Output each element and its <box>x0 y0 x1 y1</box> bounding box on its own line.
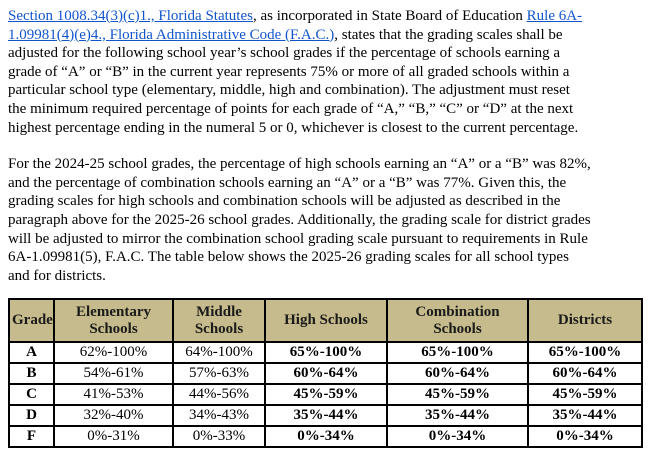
text-line: will be adjusted to mirror the combinati… <box>8 230 588 247</box>
col-header-elementary: Elementary Schools <box>53 298 174 344</box>
col-header-districts: Districts <box>527 298 643 344</box>
text-line: For the 2024-25 school grades, the perce… <box>8 156 591 173</box>
col-header-middle: Middle Schools <box>172 298 266 344</box>
text-line: particular school type (elementary, midd… <box>8 82 570 99</box>
body-paragraph: For the 2024-25 school grades, the perce… <box>8 155 655 285</box>
col-header-combination: Combination Schools <box>386 298 529 344</box>
rule-link-part1[interactable]: Rule 6A- <box>526 8 583 24</box>
text-segment: , states that the grading scales shall b… <box>334 26 563 43</box>
cell-middle: 34%-43% <box>172 404 266 428</box>
text-line: and for districts. <box>8 267 106 284</box>
cell-elementary: 0%-31% <box>53 425 174 449</box>
cell-high: 65%-100% <box>264 341 388 365</box>
cell-districts: 65%-100% <box>527 341 643 365</box>
col-header-high: High Schools <box>264 298 388 344</box>
cell-districts: 45%-59% <box>527 383 643 407</box>
table-row: C 41%-53% 44%-56% 45%-59% 45%-59% 45%-59… <box>8 383 643 407</box>
statute-link[interactable]: Section 1008.34(3)(c)1., Florida Statute… <box>8 8 253 24</box>
grading-scale-table: Grade Elementary Schools Middle Schools … <box>8 298 643 449</box>
table-header-row: Grade Elementary Schools Middle Schools … <box>8 298 643 344</box>
cell-middle: 64%-100% <box>172 341 266 365</box>
cell-grade: F <box>8 425 55 449</box>
table-row: A 62%-100% 64%-100% 65%-100% 65%-100% 65… <box>8 341 643 365</box>
cell-combination: 45%-59% <box>386 383 529 407</box>
text-line: and the percentage of combination school… <box>8 174 567 191</box>
text-line: 6A-1.09981(5), F.A.C. The table below sh… <box>8 249 569 266</box>
cell-elementary: 54%-61% <box>53 362 174 386</box>
cell-districts: 60%-64% <box>527 362 643 386</box>
cell-grade: D <box>8 404 55 428</box>
rule-link-part2[interactable]: 1.09981(4)(e)4., Florida Administrative … <box>8 26 335 43</box>
cell-grade: A <box>8 341 55 365</box>
table-row: B 54%-61% 57%-63% 60%-64% 60%-64% 60%-64… <box>8 362 643 386</box>
cell-elementary: 62%-100% <box>53 341 174 365</box>
intro-paragraph: Section 1008.34(3)(c)1., Florida Statute… <box>8 7 655 137</box>
cell-high: 45%-59% <box>264 383 388 407</box>
table-row: D 32%-40% 34%-43% 35%-44% 35%-44% 35%-44… <box>8 404 643 428</box>
cell-high: 60%-64% <box>264 362 388 386</box>
cell-combination: 65%-100% <box>386 341 529 365</box>
col-header-grade: Grade <box>8 298 55 344</box>
table-row: F 0%-31% 0%-33% 0%-34% 0%-34% 0%-34% <box>8 425 643 449</box>
cell-middle: 57%-63% <box>172 362 266 386</box>
text-line: grading scales for high schools and comb… <box>8 193 561 210</box>
text-line: highest percentage ending in the numeral… <box>8 119 579 136</box>
cell-grade: C <box>8 383 55 407</box>
cell-elementary: 32%-40% <box>53 404 174 428</box>
text-line: the minimum required percentage of point… <box>8 100 574 117</box>
text-segment: , as incorporated in State Board of Educ… <box>252 8 527 24</box>
cell-middle: 44%-56% <box>172 383 266 407</box>
cell-combination: 35%-44% <box>386 404 529 428</box>
cell-districts: 0%-34% <box>527 425 643 449</box>
cell-high: 0%-34% <box>264 425 388 449</box>
cell-middle: 0%-33% <box>172 425 266 449</box>
cell-combination: 60%-64% <box>386 362 529 386</box>
cell-high: 35%-44% <box>264 404 388 428</box>
cell-districts: 35%-44% <box>527 404 643 428</box>
text-line: adjusted for the following school year’s… <box>8 45 561 62</box>
cell-elementary: 41%-53% <box>53 383 174 407</box>
text-line: grade of “A” or “B” in the current year … <box>8 63 570 80</box>
cell-combination: 0%-34% <box>386 425 529 449</box>
text-line: paragraph above for the 2025-26 school g… <box>8 211 591 228</box>
cell-grade: B <box>8 362 55 386</box>
